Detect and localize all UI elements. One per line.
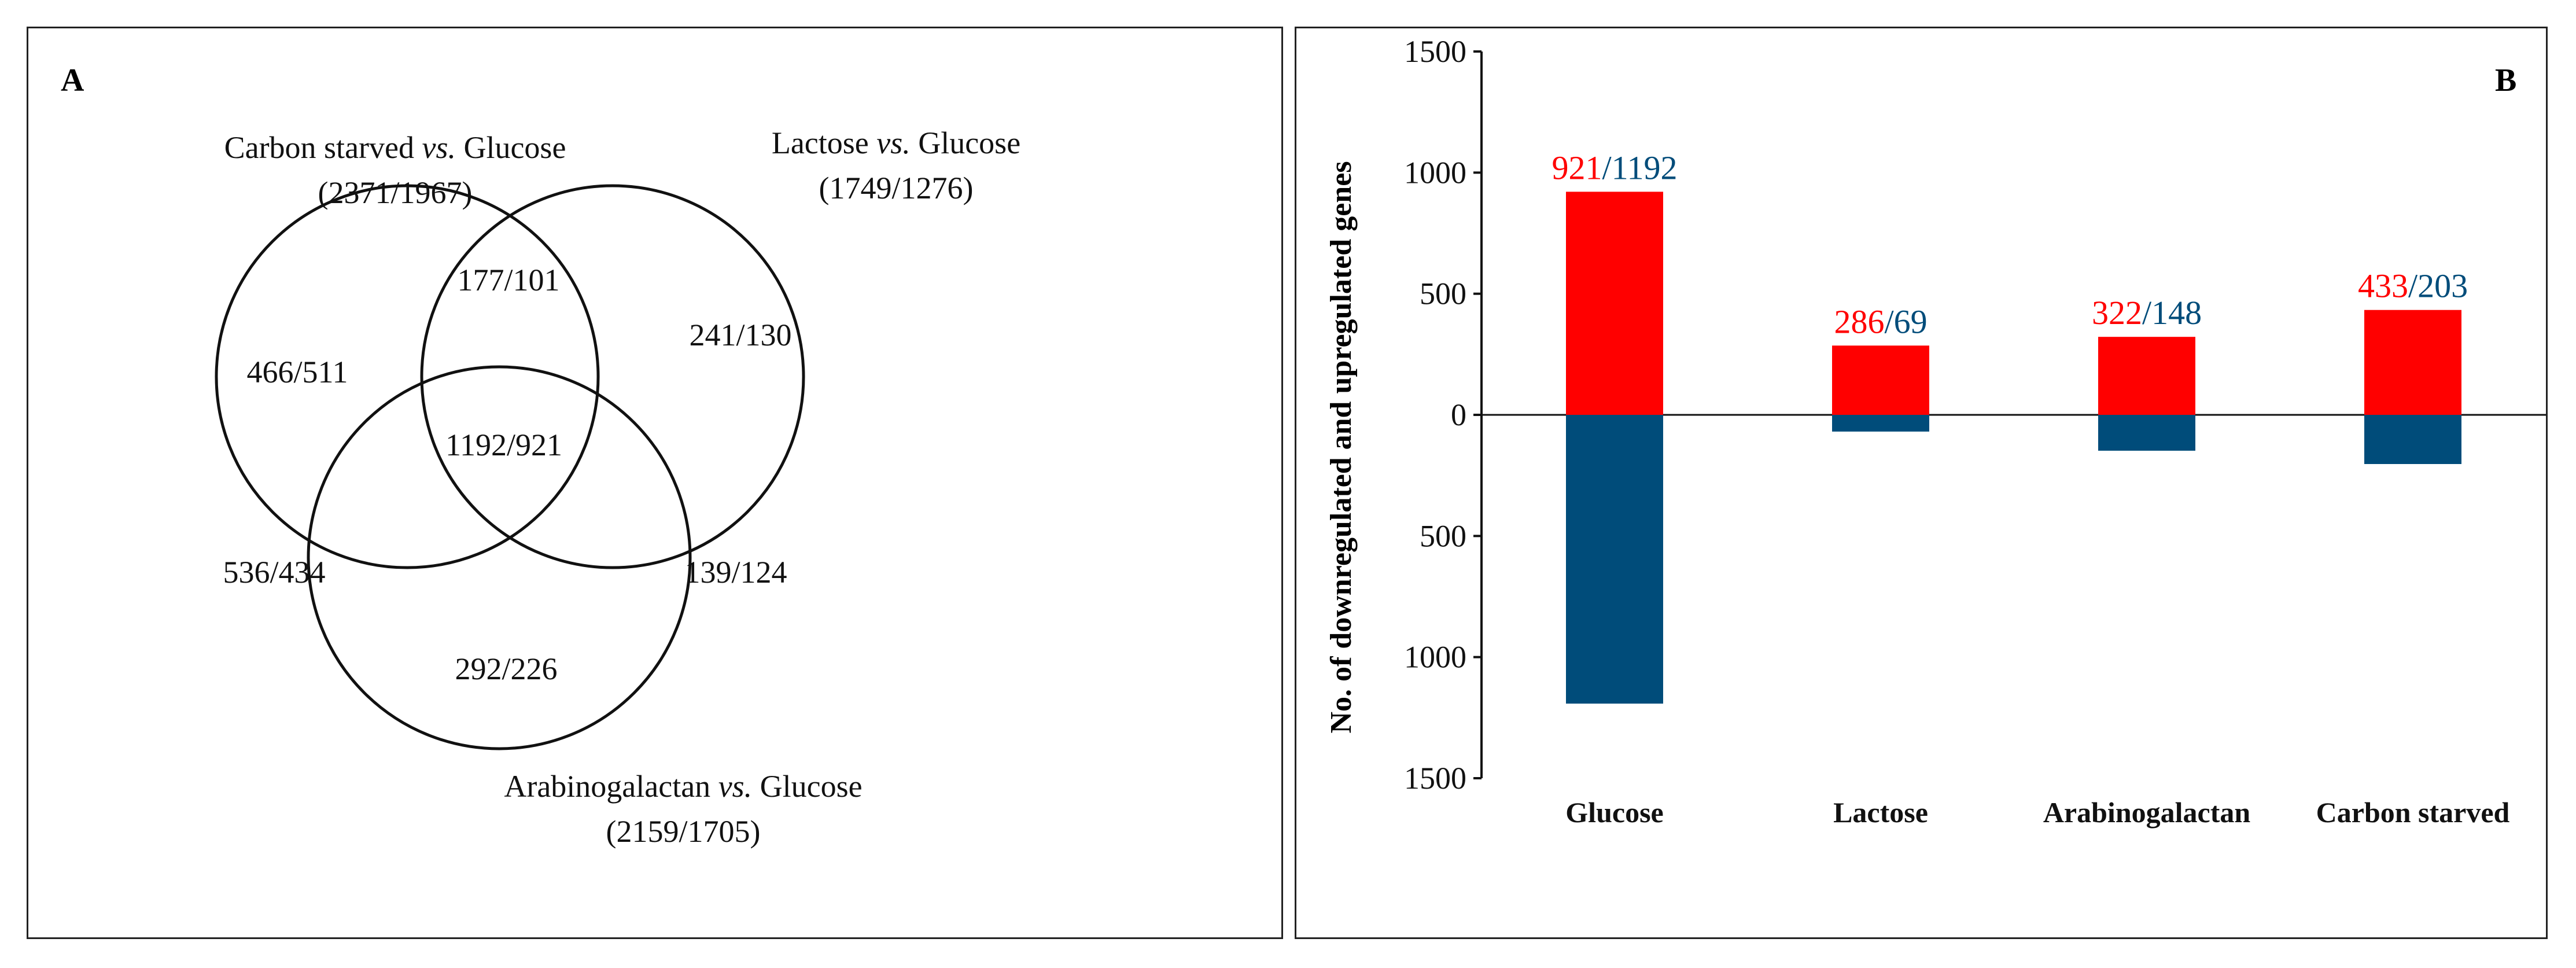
venn-panel: A Carbon starved vs. Glucose (2371/1967)… <box>27 27 1283 939</box>
bar-down-carbon-starved <box>2364 415 2461 464</box>
set-label-arabinogalactan: Arabinogalactan vs. Glucose <box>504 769 862 804</box>
set-counts-lactose: (1749/1276) <box>819 171 974 205</box>
set-counts-arabinogalactan: (2159/1705) <box>606 814 761 849</box>
set-counts-carbon-starved: (2371/1967) <box>318 175 473 210</box>
bar-up-arabinogalactan <box>2098 337 2195 415</box>
bar-data-label: 433/203 <box>2358 267 2468 305</box>
bar-up-carbon-starved <box>2364 310 2461 415</box>
venn-circle-carbon-starved <box>215 184 600 569</box>
region-arabinogalactan-only: 292/226 <box>455 652 557 686</box>
panel-label-a: A <box>61 62 84 98</box>
y-tick-label: 500 <box>1420 277 1466 311</box>
bar-chart-panel: B No. of downregulated and upregulated g… <box>1295 27 2548 939</box>
plot-area: 1500 1000 500 0 500 1000 1500 921/1192 Glucose 28… <box>1404 34 2546 829</box>
x-category-label: Carbon starved <box>2316 796 2510 829</box>
region-carbon-only: 466/511 <box>247 355 348 389</box>
y-tick-label: 1500 <box>1404 761 1466 796</box>
bar-data-label: 921/1192 <box>1552 149 1678 186</box>
panel-label-b: B <box>2495 62 2516 98</box>
y-tick-label: 1000 <box>1404 155 1466 190</box>
region-carbon-lactose: 177/101 <box>457 263 559 297</box>
venn-circle-lactose <box>420 184 805 569</box>
bar-chart: B No. of downregulated and upregulated g… <box>1325 34 2546 829</box>
venn-diagram: A Carbon starved vs. Glucose (2371/1967)… <box>61 62 1020 849</box>
bar-data-label: 286/69 <box>1834 303 1927 340</box>
y-tick-label: 1000 <box>1404 640 1466 675</box>
x-category-label: Lactose <box>1833 796 1928 829</box>
set-label-carbon-starved: Carbon starved vs. Glucose <box>224 130 566 165</box>
region-lactose-arabinogalactan: 139/124 <box>684 555 787 590</box>
y-axis-label: No. of downregulated and upregulated gen… <box>1325 161 1358 733</box>
venn-circle-arabinogalactan <box>307 365 692 750</box>
y-tick-label: 500 <box>1420 518 1466 553</box>
region-all-three: 1192/921 <box>445 428 562 462</box>
y-tick-label: 0 <box>1451 397 1466 432</box>
bar-down-glucose <box>1566 415 1663 704</box>
region-lactose-only: 241/130 <box>689 318 791 352</box>
bar-down-lactose <box>1832 415 1929 432</box>
bar-up-glucose <box>1566 192 1663 415</box>
bar-up-lactose <box>1832 345 1929 415</box>
region-carbon-arabinogalactan: 536/434 <box>223 555 325 590</box>
bar-down-arabinogalactan <box>2098 415 2195 451</box>
bar-data-label: 322/148 <box>2092 294 2202 332</box>
x-category-label: Arabinogalactan <box>2043 796 2251 829</box>
set-label-lactose: Lactose vs. Glucose <box>772 126 1020 160</box>
y-tick-label: 1500 <box>1404 34 1466 69</box>
x-category-label: Glucose <box>1565 796 1663 829</box>
